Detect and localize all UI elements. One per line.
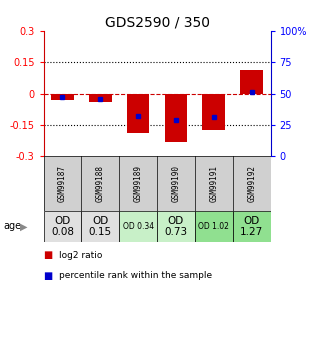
Text: OD
0.08: OD 0.08	[51, 216, 74, 237]
Bar	[44, 211, 81, 241]
Text: GSM99188: GSM99188	[96, 165, 105, 203]
Bar	[51, 94, 74, 100]
Bar	[119, 211, 157, 241]
Text: OD 0.34: OD 0.34	[123, 222, 154, 231]
Text: GSM99187: GSM99187	[58, 165, 67, 203]
Text: GSM99192: GSM99192	[247, 165, 256, 203]
Bar	[127, 94, 150, 134]
Text: OD
0.73: OD 0.73	[165, 216, 188, 237]
Bar	[157, 211, 195, 241]
Text: percentile rank within the sample: percentile rank within the sample	[59, 272, 212, 280]
Text: OD
0.15: OD 0.15	[89, 216, 112, 237]
Bar	[202, 94, 225, 130]
Bar	[165, 94, 187, 142]
Title: GDS2590 / 350: GDS2590 / 350	[104, 16, 210, 30]
Text: log2 ratio: log2 ratio	[59, 251, 102, 260]
Bar	[81, 211, 119, 241]
Bar	[233, 211, 271, 241]
Text: ▶: ▶	[20, 221, 28, 231]
Text: GSM99190: GSM99190	[171, 165, 180, 203]
Text: ■: ■	[44, 250, 53, 260]
Text: OD 1.02: OD 1.02	[198, 222, 229, 231]
Text: OD
1.27: OD 1.27	[240, 216, 263, 237]
Bar	[240, 70, 263, 94]
Bar	[195, 211, 233, 241]
Text: GSM99189: GSM99189	[134, 165, 143, 203]
Bar	[89, 94, 112, 102]
Text: ■: ■	[44, 271, 53, 281]
Text: age: age	[3, 221, 21, 231]
Text: GSM99191: GSM99191	[209, 165, 218, 203]
